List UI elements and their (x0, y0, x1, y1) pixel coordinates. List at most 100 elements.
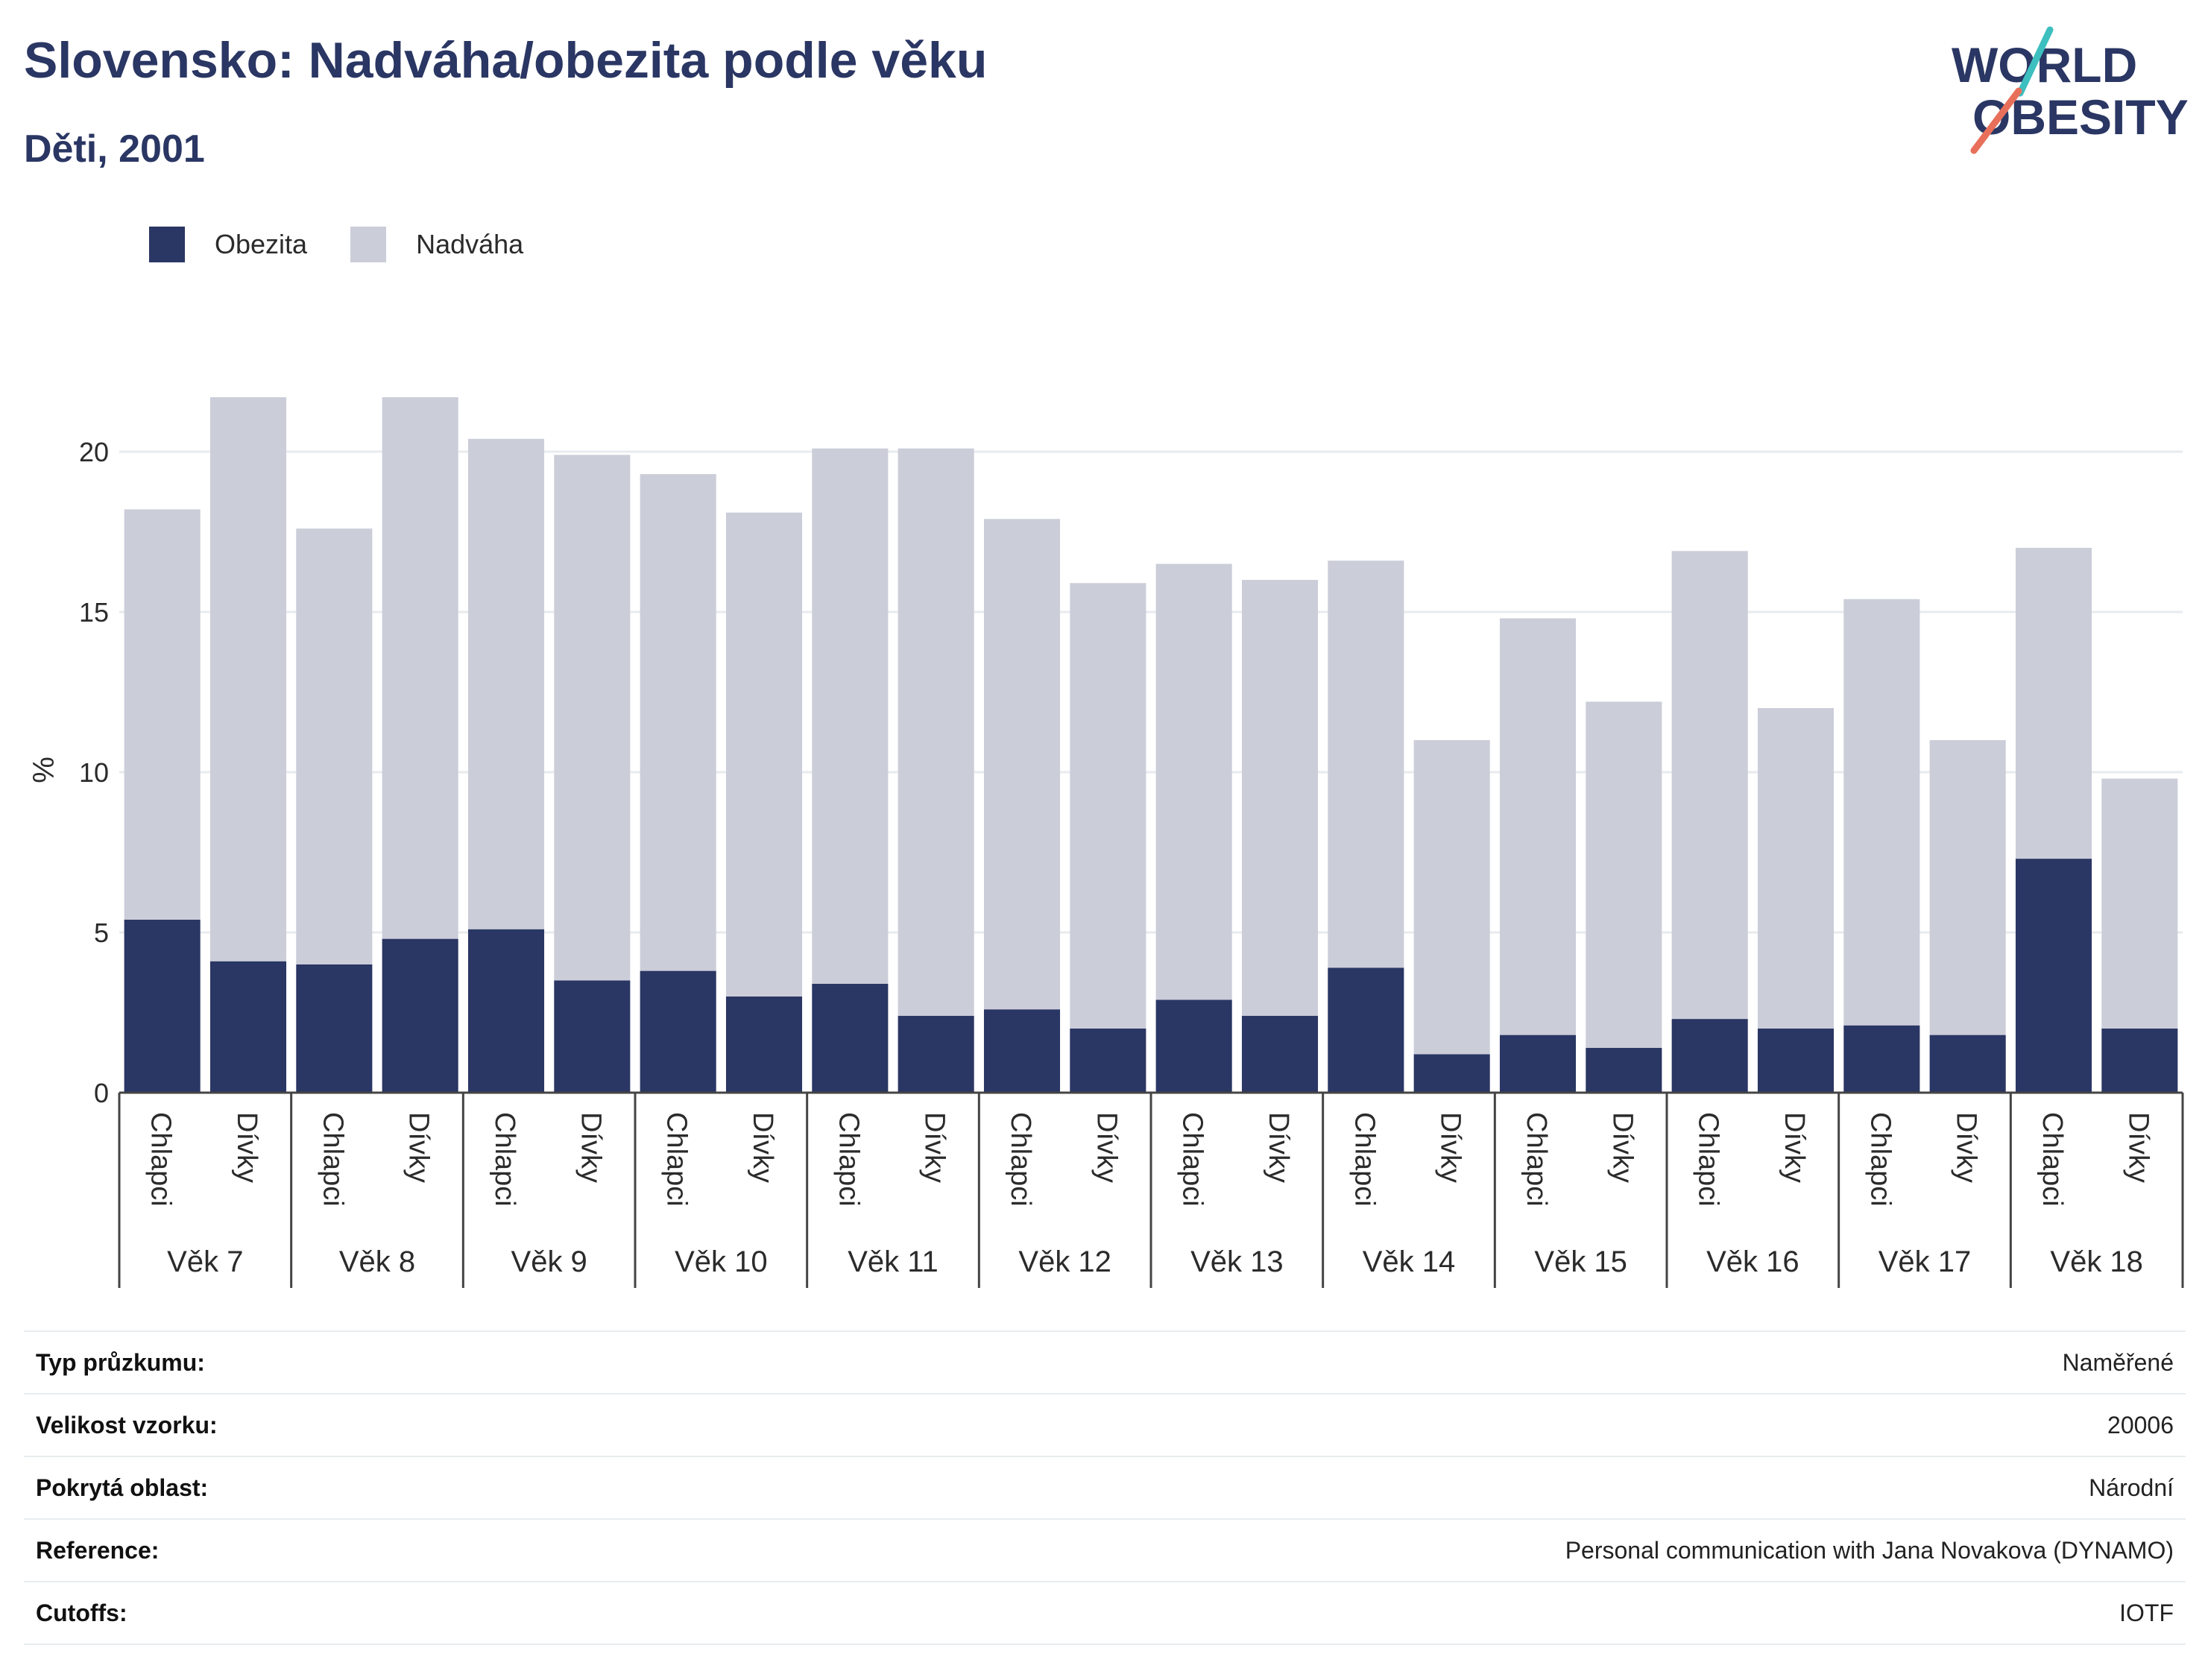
y-tick-label: 20 (79, 437, 109, 467)
x-sex-label: Dívky (1606, 1112, 1638, 1183)
x-group-label: Věk 18 (2050, 1245, 2143, 1278)
x-sex-label: Dívky (2122, 1112, 2154, 1183)
bar-nadvaha (983, 519, 1061, 1010)
bar-obezita (382, 938, 458, 1093)
legend-label-nadvaha: Nadváha (416, 229, 524, 259)
bar-nadvaha (1499, 618, 1577, 1035)
info-row-coverage: Pokrytá oblast: Národní (24, 1457, 2186, 1520)
bar-obezita (467, 929, 545, 1093)
y-tick-label: 5 (94, 918, 109, 948)
x-sex-label: Chlapci (1521, 1112, 1552, 1207)
x-group-label: Věk 15 (1534, 1245, 1627, 1278)
bar-obezita (1586, 1047, 1662, 1093)
bar-nadvaha (898, 448, 974, 1016)
bar-nadvaha (2101, 778, 2178, 1029)
info-value: 20006 (2107, 1411, 2174, 1439)
x-group-label: Věk 7 (167, 1245, 243, 1278)
info-key: Cutoffs: (36, 1599, 127, 1626)
x-group-label: Věk 17 (1878, 1245, 1972, 1278)
bar-nadvaha (467, 438, 545, 929)
bar-obezita (1929, 1035, 2006, 1093)
bar-nadvaha (725, 512, 803, 997)
legend-swatch-nadvaha (350, 227, 387, 262)
bar-obezita (2101, 1029, 2178, 1093)
bar-obezita (1070, 1029, 1146, 1093)
x-sex-label: Dívky (403, 1112, 435, 1183)
bar-obezita (2015, 859, 2092, 1093)
x-sex-label: Chlapci (1693, 1112, 1724, 1207)
bar-obezita (124, 919, 201, 1093)
chart-legend: Obezita Nadváha (149, 224, 567, 265)
bar-nadvaha (1843, 599, 1920, 1026)
x-sex-label: Chlapci (1864, 1112, 1896, 1207)
legend-item-nadvaha[interactable]: Nadváha (350, 227, 523, 262)
bar-nadvaha (1671, 551, 1748, 1020)
world-obesity-logo: WORLD OBESITY (1952, 26, 2189, 154)
x-sex-label: Chlapci (2037, 1112, 2068, 1207)
bar-nadvaha (1413, 740, 1490, 1055)
x-sex-label: Chlapci (1177, 1112, 1208, 1207)
x-sex-label: Dívky (1779, 1112, 1810, 1183)
x-group-label: Věk 16 (1706, 1245, 1799, 1278)
x-sex-label: Dívky (919, 1112, 950, 1183)
info-value: Naměřené (2062, 1348, 2174, 1376)
bar-obezita (640, 970, 716, 1093)
y-tick-label: 10 (79, 757, 109, 788)
info-key: Typ průzkumu: (36, 1348, 205, 1376)
x-sex-label: Chlapci (317, 1112, 348, 1207)
bar-nadvaha (1328, 560, 1404, 968)
bar-nadvaha (2015, 548, 2092, 859)
bar-obezita (1499, 1035, 1577, 1093)
bar-nadvaha (812, 448, 889, 984)
info-key: Reference: (36, 1536, 160, 1564)
info-value: Národní (2089, 1474, 2174, 1501)
legend-item-obezita[interactable]: Obezita (149, 227, 307, 262)
x-sex-label: Dívky (575, 1112, 606, 1183)
legend-swatch-obezita (149, 227, 185, 262)
x-group-label: Věk 8 (339, 1245, 415, 1278)
x-sex-label: Chlapci (661, 1112, 693, 1207)
bar-nadvaha (1757, 708, 1835, 1029)
x-sex-label: Chlapci (833, 1112, 864, 1207)
chart-title: Slovensko: Nadváha/obezita podle věku (24, 32, 988, 89)
chart-subtitle: Děti, 2001 (24, 127, 205, 171)
x-group-label: Věk 12 (1018, 1245, 1111, 1278)
x-sex-label: Chlapci (1348, 1112, 1380, 1207)
info-row-survey-type: Typ průzkumu: Naměřené (24, 1332, 2186, 1395)
x-group-label: Věk 13 (1190, 1245, 1284, 1278)
bar-obezita (1328, 967, 1404, 1093)
info-key: Velikost vzorku: (36, 1411, 218, 1439)
bar-obezita (1843, 1025, 1920, 1093)
survey-info-table: Typ průzkumu: Naměřené Velikost vzorku: … (24, 1330, 2186, 1645)
bar-obezita (725, 997, 803, 1093)
info-value: IOTF (2119, 1599, 2174, 1626)
x-sex-label: Dívky (231, 1112, 262, 1183)
legend-label-obezita: Obezita (215, 229, 308, 259)
info-row-cutoffs: Cutoffs: IOTF (24, 1582, 2186, 1645)
bar-nadvaha (640, 474, 716, 971)
bar-obezita (296, 964, 373, 1093)
bar-nadvaha (1241, 580, 1319, 1016)
bar-obezita (1413, 1054, 1490, 1093)
y-tick-label: 15 (79, 597, 109, 628)
x-group-label: Věk 11 (848, 1245, 939, 1278)
bar-obezita (1155, 1000, 1232, 1093)
info-key: Pokrytá oblast: (36, 1474, 209, 1501)
y-axis-title: % (28, 757, 60, 783)
x-group-label: Věk 10 (675, 1245, 768, 1278)
x-sex-label: Chlapci (145, 1112, 177, 1207)
x-sex-label: Chlapci (489, 1112, 520, 1207)
bar-obezita (1241, 1015, 1319, 1093)
bar-nadvaha (1070, 583, 1146, 1029)
bar-obezita (983, 1009, 1061, 1093)
bar-obezita (209, 961, 287, 1093)
x-sex-label: Dívky (1263, 1112, 1294, 1183)
bar-obezita (554, 980, 631, 1093)
bar-nadvaha (1586, 701, 1662, 1048)
y-tick-label: 0 (94, 1078, 109, 1108)
x-sex-label: Dívky (1435, 1112, 1466, 1183)
bar-nadvaha (1155, 563, 1232, 1000)
bar-nadvaha (554, 455, 631, 981)
x-sex-label: Chlapci (1005, 1112, 1036, 1207)
info-value: Personal communication with Jana Novakov… (1565, 1536, 2174, 1564)
